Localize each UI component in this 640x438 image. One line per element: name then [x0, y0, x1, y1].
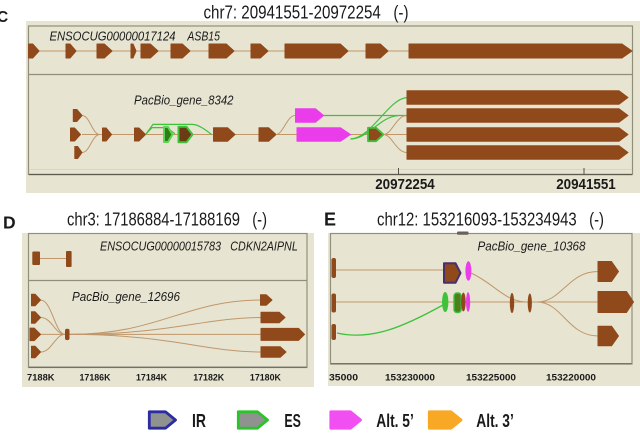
svg-text:CDKN2AIPNL: CDKN2AIPNL: [230, 239, 297, 254]
svg-text:7188K: 7188K: [27, 373, 55, 384]
svg-text:153225000: 153225000: [466, 373, 516, 384]
svg-text:35000: 35000: [329, 373, 358, 384]
svg-text:153220000: 153220000: [546, 373, 596, 384]
svg-text:20972254: 20972254: [375, 176, 435, 193]
svg-text:E: E: [324, 210, 336, 230]
svg-text:ENSOCUG00000017124: ENSOCUG00000017124: [50, 29, 176, 44]
svg-text:PacBio_gene_8342: PacBio_gene_8342: [134, 93, 234, 108]
svg-text:chr3: 17186884-17188169 (-): chr3: 17186884-17188169 (-): [67, 210, 267, 230]
svg-text:153230000: 153230000: [385, 373, 435, 384]
svg-text:Alt. 3’: Alt. 3’: [476, 411, 514, 431]
svg-text:PacBio_gene_12696: PacBio_gene_12696: [72, 289, 181, 304]
svg-text:chr12: 153216093-153234943 (: chr12: 153216093-153234943 (-): [377, 210, 604, 230]
svg-text:D: D: [3, 213, 16, 233]
svg-text:20941551: 20941551: [556, 176, 616, 193]
svg-text:C: C: [0, 9, 8, 26]
svg-text:17184K: 17184K: [136, 373, 167, 384]
svg-text:PacBio_gene_10368: PacBio_gene_10368: [478, 238, 587, 253]
svg-text:IR: IR: [192, 411, 206, 431]
svg-text:ES: ES: [284, 411, 301, 431]
svg-text:chr7: 20941551-20972254 (-): chr7: 20941551-20972254 (-): [204, 3, 409, 23]
svg-text:ASB15: ASB15: [187, 29, 221, 44]
svg-text:ENSOCUG00000015783: ENSOCUG00000015783: [100, 239, 222, 254]
svg-text:17186K: 17186K: [80, 373, 111, 384]
svg-text:17180K: 17180K: [250, 373, 281, 384]
svg-text:17182K: 17182K: [193, 373, 224, 384]
svg-text:Alt. 5’: Alt. 5’: [376, 411, 414, 431]
